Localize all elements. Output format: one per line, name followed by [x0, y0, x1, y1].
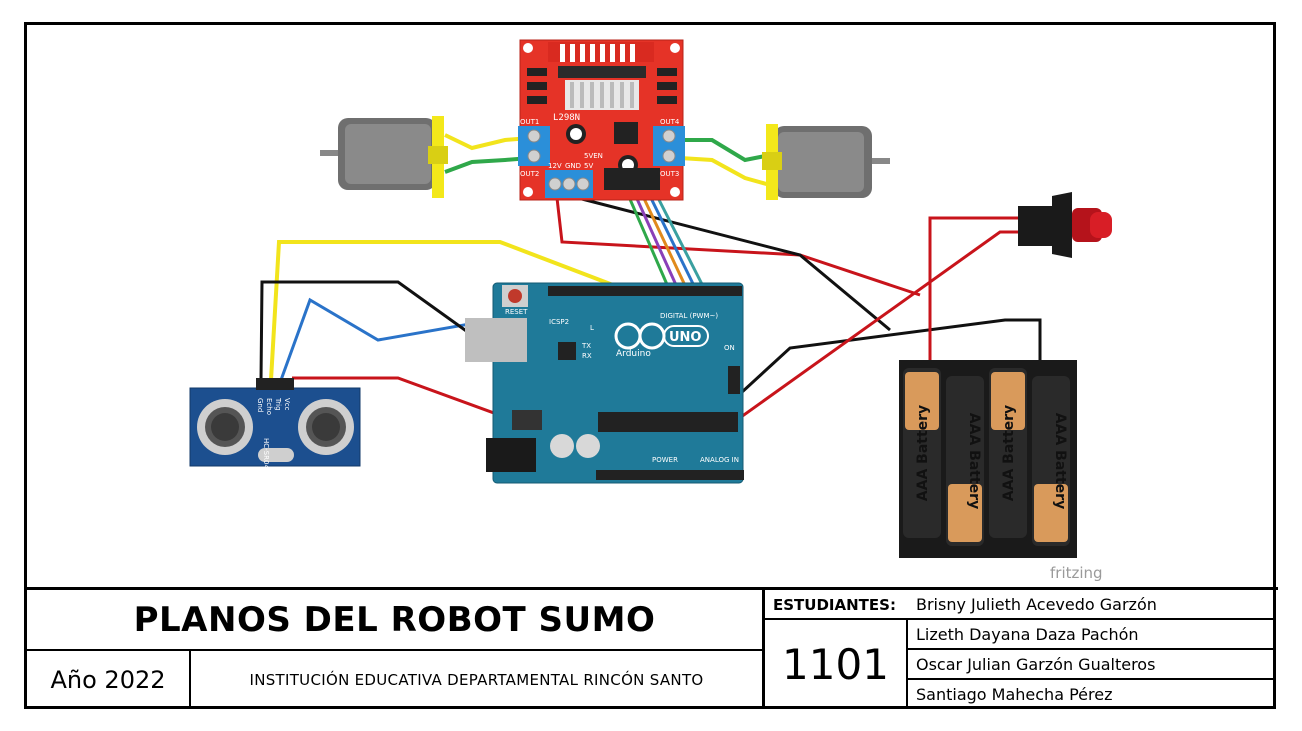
wire-red-driver: [555, 197, 921, 297]
l298n-driver: L298N OUT1 OUT2 OUT3 OUT4 5VEN 12V GND: [518, 39, 685, 201]
arduino-tx-label: TX: [581, 342, 591, 350]
arduino-brand: Arduino: [616, 349, 651, 359]
push-switch: [1018, 192, 1112, 258]
institution-name: INSTITUCIÓN EDUCATIVA DEPARTAMENTAL RINC…: [249, 671, 704, 689]
sensor-pin-vcc: Vcc: [283, 398, 291, 411]
wire-ctrl-1: [624, 189, 674, 297]
year-divider: [189, 649, 191, 709]
students-label: ESTUDIANTES:: [773, 595, 896, 614]
pin-out1-label: OUT1: [520, 118, 539, 126]
title-block-divider: [762, 587, 765, 709]
arduino-logo-text: UNO: [669, 330, 702, 345]
student-name-1: Brisny Julieth Acevedo Garzón: [916, 595, 1157, 614]
student-name-2: Lizeth Dayana Daza Pachón: [916, 624, 1139, 644]
driver-model-label: L298N: [553, 113, 580, 123]
pin-gnd-label: GND: [565, 162, 581, 170]
battery-cell: AAA Battery: [946, 376, 984, 546]
pin-5v-label: 5V: [584, 162, 593, 170]
pin-out4-label: OUT4: [660, 118, 680, 126]
student-name-4: Santiago Mahecha Pérez: [916, 685, 1113, 704]
battery-label: AAA Battery: [1052, 413, 1068, 509]
arduino-analog-label: ANALOG IN: [700, 456, 739, 464]
arduino-on-label: ON: [724, 344, 735, 352]
wire-red-switch-battery: [928, 216, 1018, 362]
battery-cell: AAA Battery: [1032, 376, 1070, 546]
arduino-rx-label: RX: [582, 352, 592, 360]
motor-right: [762, 124, 890, 200]
sensor-model-label: HC-SR04: [262, 438, 270, 469]
pin-12v-label: 12V: [548, 162, 562, 170]
sensor-pin-trig: Trig: [274, 397, 282, 411]
pin-out3-label: OUT3: [660, 170, 679, 178]
sensor-pin-gnd: Gnd: [256, 398, 264, 412]
wire-ctrl-4: [645, 189, 701, 297]
arduino-uno: UNO Arduino RESET ICSP2 DIGITAL (PWM~) A…: [465, 282, 744, 484]
sensor-pin-echo: Echo: [265, 398, 273, 415]
battery-label: AAA Battery: [1001, 405, 1017, 501]
wire-ctrl-5: [652, 189, 710, 297]
drawing-title: PLANOS DEL ROBOT SUMO: [133, 599, 656, 640]
arduino-power-label: POWER: [652, 456, 678, 464]
arduino-digital-label: DIGITAL (PWM~): [660, 312, 718, 320]
student-name-3: Oscar Julian Garzón Gualteros: [916, 654, 1156, 674]
fritzing-watermark: fritzing: [1050, 564, 1103, 582]
circuit-diagram: L298N OUT1 OUT2 OUT3 OUT4 5VEN 12V GND: [189, 39, 1112, 582]
arduino-icsp2-label: ICSP2: [549, 318, 569, 326]
wire-motor-left-green: [444, 156, 531, 174]
title-block-top-rule: [24, 587, 1278, 590]
battery-label: AAA Battery: [915, 405, 931, 501]
wire-ctrl-2: [631, 189, 683, 297]
students-rule-3: [906, 678, 1276, 680]
wire-motor-left-yellow: [444, 133, 531, 151]
hc-sr04-sensor: HC-SR04 Gnd Echo Trig Vcc: [189, 378, 361, 469]
year-label: Año 2022: [50, 666, 166, 694]
battery-label: AAA Battery: [966, 413, 982, 509]
arduino-reset-label: RESET: [505, 308, 528, 316]
battery-cell: AAA Battery: [989, 368, 1027, 538]
drawing-frame: [24, 22, 1276, 709]
title-block-mid-rule: [24, 649, 764, 651]
students-rule-1: [764, 618, 1276, 620]
wire-ctrl-3: [638, 189, 692, 297]
wire-black-arduino-battery: [653, 318, 1042, 474]
students-rule-2: [906, 648, 1276, 650]
group-number: 1101: [782, 640, 889, 689]
pin-out2-label: OUT2: [520, 170, 539, 178]
wire-red-arduino-switch: [663, 230, 1018, 474]
pin-5ven-label: 5VEN: [584, 152, 603, 160]
motor-left: [320, 116, 448, 198]
wire-yellow-sensor: [269, 240, 643, 381]
wire-motor-right-green: [680, 138, 771, 163]
group-divider: [906, 618, 908, 709]
arduino-l-label: L: [590, 324, 594, 332]
wire-motor-right-yellow: [679, 156, 771, 187]
battery-pack: AAA Battery AAA Battery AAA Battery AAA Bat…: [899, 360, 1077, 558]
battery-cell: AAA Battery: [903, 368, 941, 538]
